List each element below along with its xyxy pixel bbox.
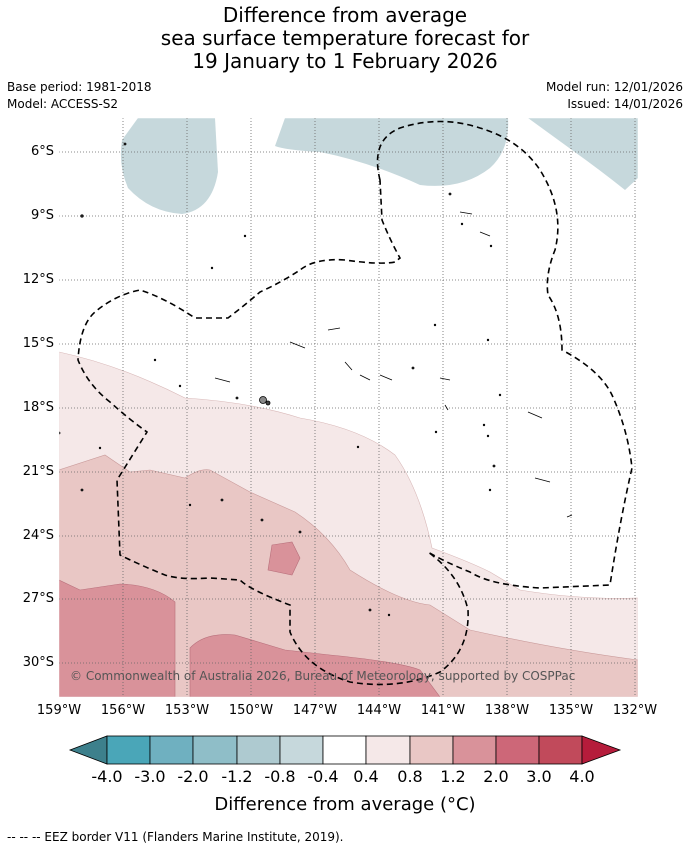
- title-line-2: sea surface temperature forecast for: [160, 26, 530, 50]
- map-title: Difference from average sea surface temp…: [0, 4, 690, 73]
- lon-label-141w: 141°W: [420, 703, 466, 718]
- colorbar-tick-10: 2.0: [483, 767, 509, 786]
- eez-border: [77, 120, 633, 686]
- colorbar-seg-1: [106, 735, 151, 765]
- colorbar-seg-8: [409, 735, 454, 765]
- colorbar-tick-9: 1.2: [440, 767, 466, 786]
- colorbar-seg-6: [322, 735, 367, 765]
- anomaly-cool-patch-3: [528, 118, 638, 190]
- lon-label-135w: 135°W: [548, 703, 594, 718]
- colorbar-seg-10: [495, 735, 540, 765]
- lon-label-156w: 156°W: [100, 703, 146, 718]
- anomaly-0.8-band: [59, 454, 638, 697]
- anomaly-1.2-band: [59, 579, 176, 697]
- lon-label-138w: 138°W: [484, 703, 530, 718]
- lat-label-15s: 15°S: [22, 336, 54, 351]
- lat-label-30s: 30°S: [22, 655, 54, 670]
- colorbar: [68, 735, 622, 765]
- meta-right: Model run: 12/01/2026 Issued: 14/01/2026: [546, 79, 683, 113]
- lon-label-147w: 147°W: [292, 703, 338, 718]
- title-line-1: Difference from average: [222, 3, 468, 27]
- colorbar-low-extension: [68, 735, 108, 765]
- colorbar-seg-3: [192, 735, 238, 765]
- colorbar-tick-6: -0.4: [307, 767, 339, 786]
- colorbar-tick-8: 0.8: [397, 767, 423, 786]
- lat-label-18s: 18°S: [22, 400, 54, 415]
- lon-label-144w: 144°W: [356, 703, 402, 718]
- anomaly-cool-patch-2: [275, 118, 509, 186]
- colorbar-seg-9: [452, 735, 497, 765]
- colorbar-tick-4: -1.2: [221, 767, 253, 786]
- colorbar-tick-1: -4.0: [91, 767, 123, 786]
- colorbar-seg-7: [365, 735, 411, 765]
- title-line-3: 19 January to 1 February 2026: [192, 49, 498, 73]
- lon-label-153w: 153°W: [164, 703, 210, 718]
- lat-label-24s: 24°S: [22, 528, 54, 543]
- lat-label-6s: 6°S: [30, 144, 54, 159]
- colorbar-title: Difference from average (°C): [214, 794, 476, 815]
- islands: [59, 142, 573, 617]
- anomaly-1.2-band-2: [189, 634, 441, 697]
- map-area: [59, 118, 638, 697]
- lon-label-159w: 159°W: [36, 703, 82, 718]
- colorbar-seg-4: [236, 735, 281, 765]
- colorbar-tick-12: 4.0: [569, 767, 595, 786]
- lat-label-21s: 21°S: [22, 464, 54, 479]
- lon-label-132w: 132°W: [612, 703, 658, 718]
- lon-label-150w: 150°W: [228, 703, 274, 718]
- copyright-notice: © Commonwealth of Australia 2026, Bureau…: [70, 669, 576, 683]
- graticule: [59, 118, 638, 697]
- colorbar-seg-2: [149, 735, 194, 765]
- lat-label-9s: 9°S: [30, 208, 54, 223]
- eez-legend-footer: -- -- -- EEZ border V11 (Flanders Marine…: [7, 830, 344, 844]
- model-name: Model: ACCESS-S2: [7, 97, 119, 111]
- colorbar-tick-2: -3.0: [134, 767, 166, 786]
- colorbar-high-extension: [581, 735, 622, 765]
- lat-label-27s: 27°S: [22, 591, 54, 606]
- colorbar-seg-11: [538, 735, 583, 765]
- colorbar-seg-5: [279, 735, 324, 765]
- anomaly-cool-patch-1: [120, 118, 218, 214]
- lat-label-12s: 12°S: [22, 272, 54, 287]
- meta-left: Base period: 1981-2018 Model: ACCESS-S2: [7, 79, 152, 113]
- base-period: Base period: 1981-2018: [7, 80, 152, 94]
- colorbar-tick-5: -0.8: [264, 767, 296, 786]
- colorbar-tick-3: -2.0: [177, 767, 209, 786]
- anomaly-1.2-patch: [267, 541, 301, 576]
- colorbar-tick-7: 0.4: [353, 767, 379, 786]
- model-run: Model run: 12/01/2026: [545, 80, 683, 94]
- colorbar-tick-11: 3.0: [526, 767, 552, 786]
- issued-date: Issued: 14/01/2026: [567, 97, 683, 111]
